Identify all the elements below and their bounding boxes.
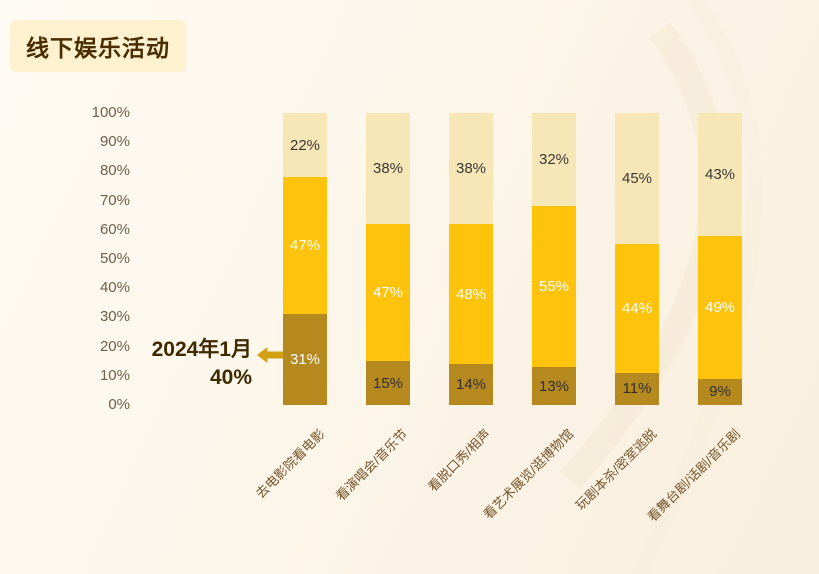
bar-segment-value: 55% xyxy=(538,278,570,296)
stacked-bar: 13% 55% 32% xyxy=(532,113,576,405)
bar-segment-value: 11% xyxy=(622,380,652,398)
bar-segment-middle: 44% xyxy=(615,244,659,373)
bar-segment-value: 31% xyxy=(289,351,321,369)
stacked-bar: 9% 49% 43% xyxy=(698,113,742,405)
bar-segment-value: 9% xyxy=(709,383,731,401)
bar-segment-value: 48% xyxy=(455,285,487,303)
bar-segment-value: 22% xyxy=(289,136,321,154)
bar-segment-value: 38% xyxy=(455,159,487,177)
bar-segment-top: 38% xyxy=(449,113,493,224)
bar-segment-bottom: 15% xyxy=(366,361,410,405)
y-axis-tick: 70% xyxy=(99,191,130,209)
bar-segment-value: 43% xyxy=(704,165,736,183)
bar-segment-top: 43% xyxy=(698,113,742,236)
bar-segment-middle: 48% xyxy=(449,223,493,365)
chart-title: 线下娱乐活动 xyxy=(10,20,186,72)
bar-segment-middle: 47% xyxy=(283,177,327,315)
stacked-bar: 14% 48% 38% xyxy=(449,113,493,405)
stacked-bar: 11% 44% 45% xyxy=(615,113,659,405)
y-axis-tick: 10% xyxy=(99,366,130,384)
stacked-bar: 15% 47% 38% xyxy=(366,113,410,405)
bar-segment-middle: 55% xyxy=(532,206,576,368)
bar-segment-bottom: 9% xyxy=(698,378,742,405)
bar-segment-top: 22% xyxy=(283,113,327,178)
bar-segment-top: 38% xyxy=(366,113,410,224)
annotation-date: 2024年1月 xyxy=(151,338,252,361)
bar-segment-middle: 49% xyxy=(698,235,742,379)
bar-segment-value: 32% xyxy=(538,151,570,169)
y-axis-tick: 90% xyxy=(99,133,130,151)
y-axis-tick: 30% xyxy=(99,308,130,326)
bar-segment-value: 14% xyxy=(455,376,487,394)
y-axis-tick: 100% xyxy=(91,104,130,121)
bar-segment-bottom: 14% xyxy=(449,364,493,405)
annotation-callout: 2024年1月 40% xyxy=(118,336,252,392)
bar-segment-value: 44% xyxy=(621,300,653,318)
y-axis-tick: 20% xyxy=(99,337,130,355)
bar-segment-value: 13% xyxy=(538,377,570,395)
bar-segment-middle: 47% xyxy=(366,223,410,362)
annotation-value: 40% xyxy=(209,366,252,389)
y-axis-tick: 50% xyxy=(99,250,130,267)
y-axis-tick: 60% xyxy=(99,220,130,238)
bar-segment-bottom: 31% xyxy=(283,314,327,405)
bar-segment-value: 47% xyxy=(289,237,321,255)
y-axis-tick: 40% xyxy=(99,279,130,297)
bar-segment-bottom: 11% xyxy=(615,372,659,405)
y-axis-tick: 80% xyxy=(99,162,130,180)
bar-segment-value: 49% xyxy=(704,298,736,316)
bar-segment-value: 47% xyxy=(372,284,404,302)
y-axis-tick: 0% xyxy=(108,396,130,413)
bar-segment-bottom: 13% xyxy=(532,367,576,405)
stacked-bar: 31% 47% 22% xyxy=(283,113,327,405)
bar-segment-top: 45% xyxy=(615,113,659,245)
bar-segment-top: 32% xyxy=(532,113,576,207)
bar-segment-value: 38% xyxy=(372,159,404,177)
bar-segment-value: 15% xyxy=(372,374,404,392)
bar-segment-value: 45% xyxy=(621,170,653,188)
